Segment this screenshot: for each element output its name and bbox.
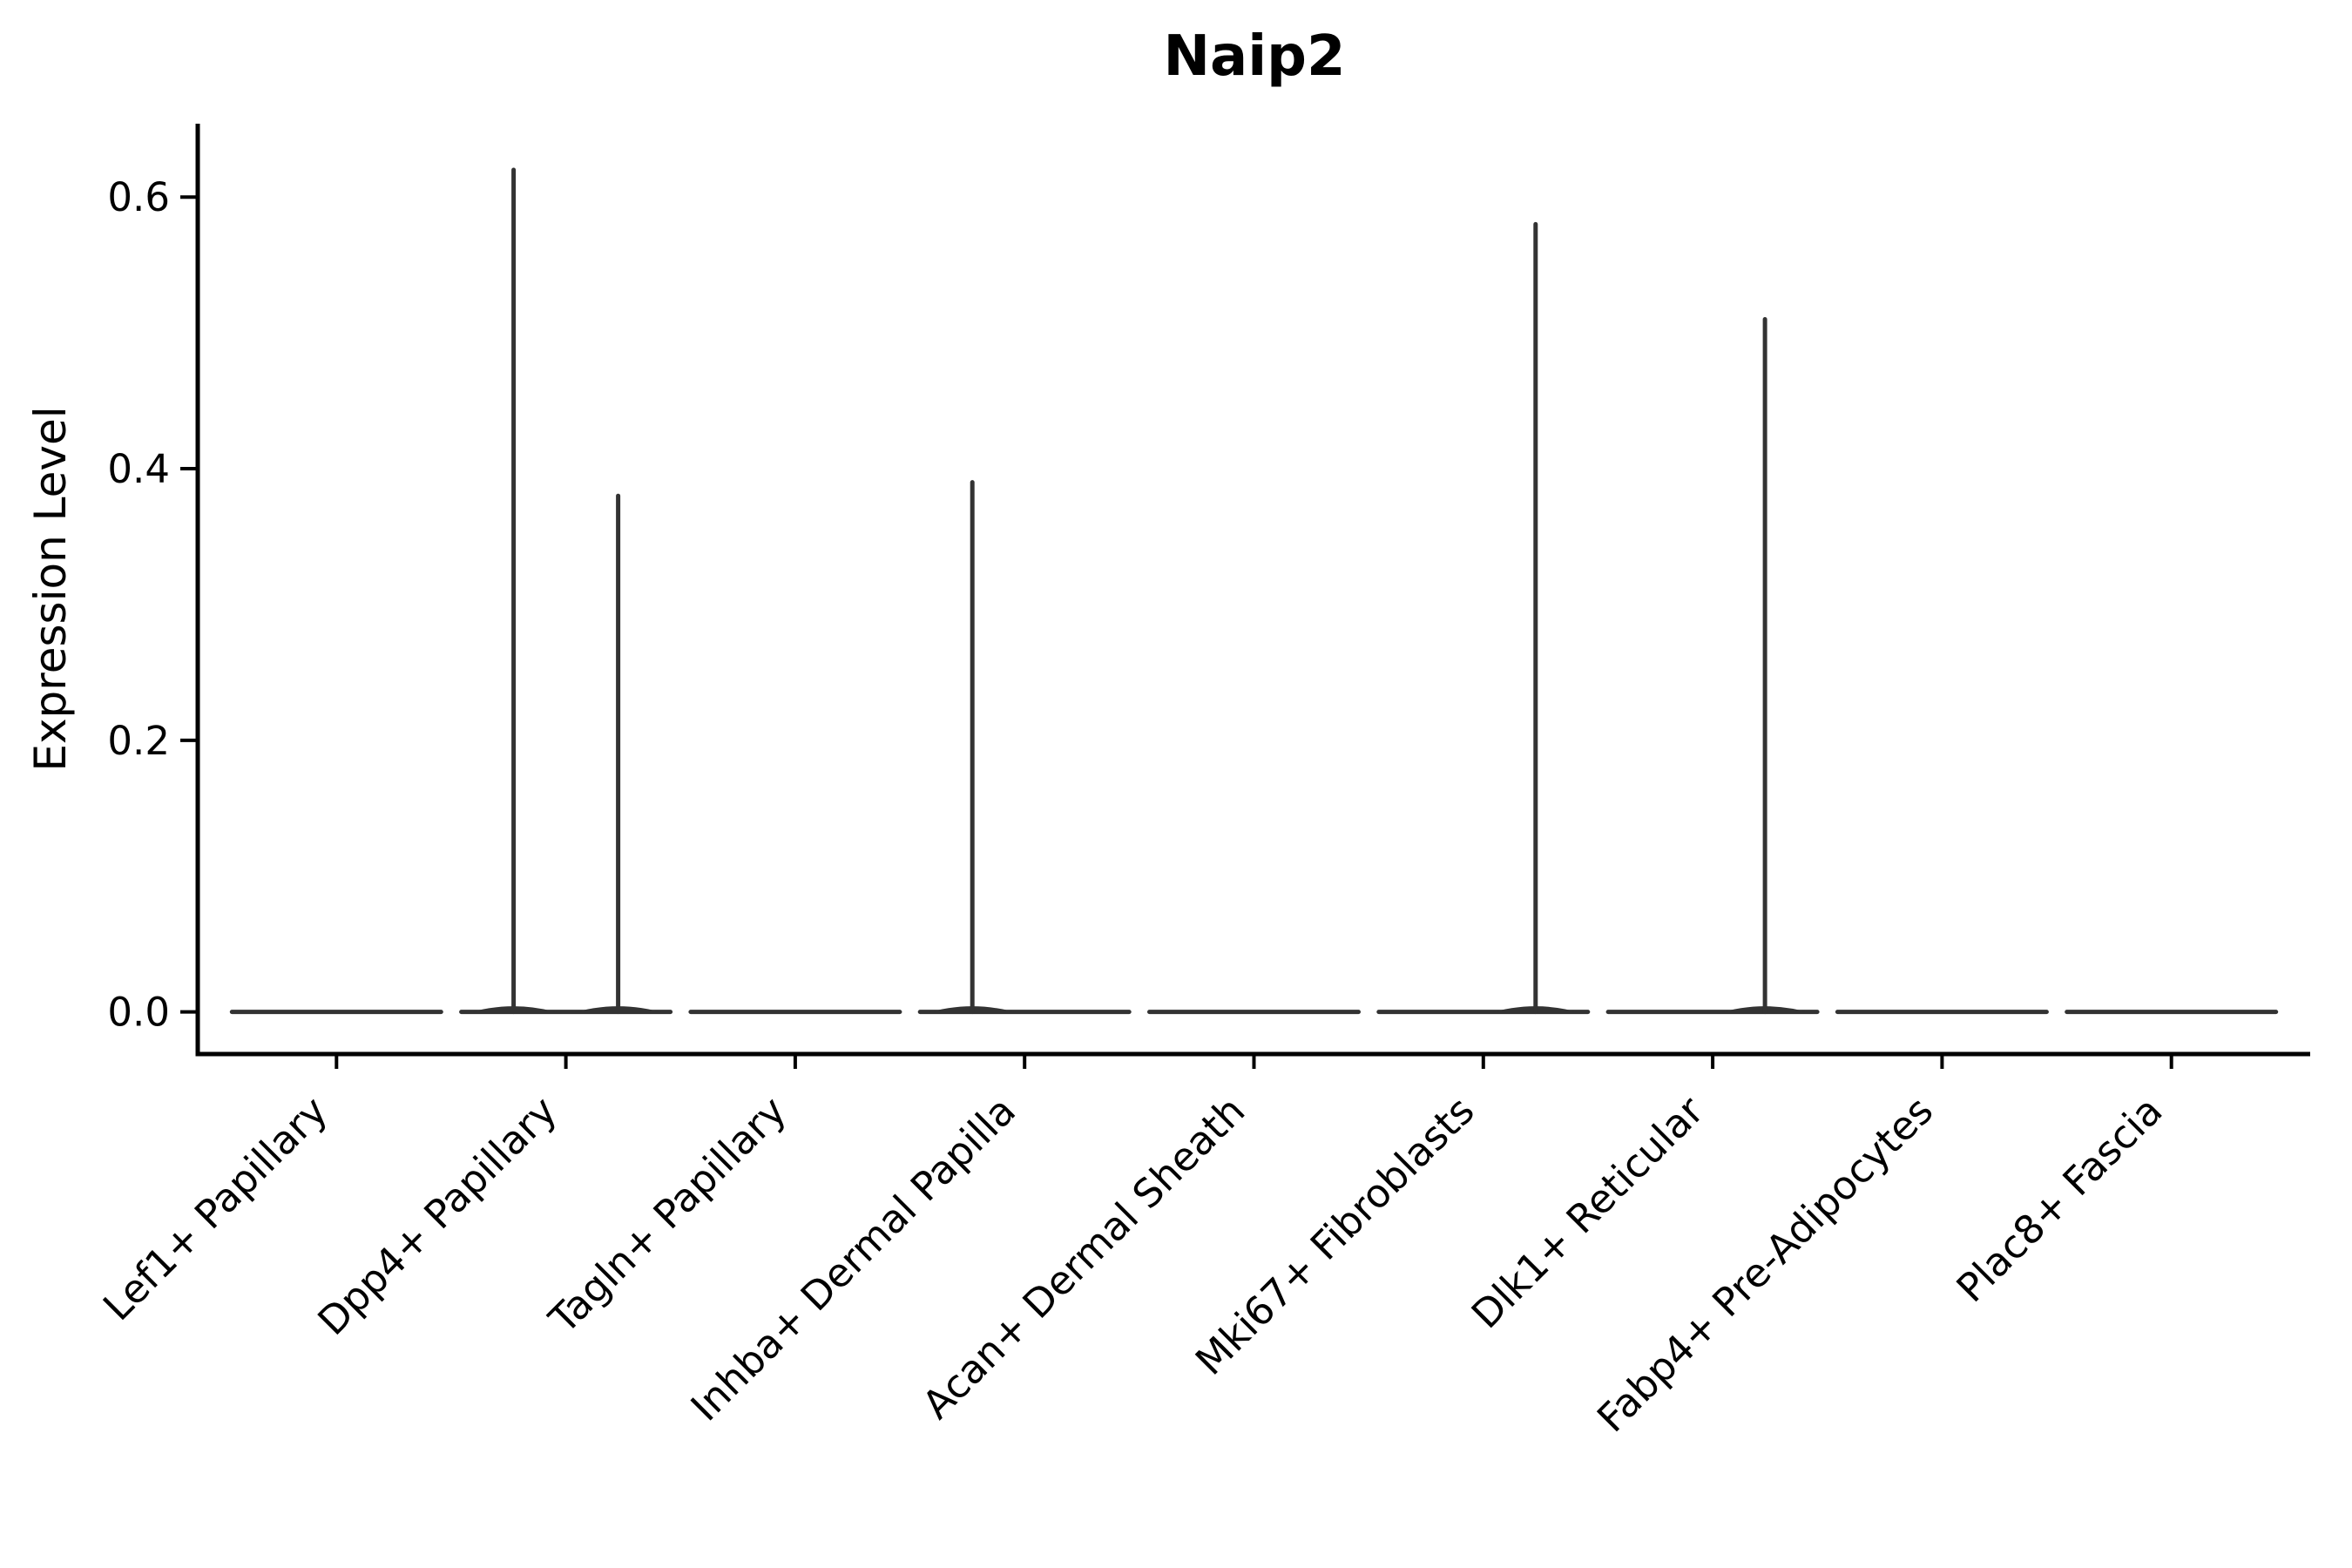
y-axis-tick-label: 0.4 — [107, 446, 170, 492]
axis-spines — [195, 124, 2310, 1057]
x-axis-tick-label: Dpp4+ Papillary — [309, 1087, 566, 1344]
x-axis-tick-label: Dlk1+ Reticular — [1463, 1087, 1713, 1337]
x-axis-tick-label: Plac8+ Fascia — [1948, 1087, 2172, 1311]
x-axis-tick-label: Lef1+ Papillary — [94, 1087, 336, 1329]
y-axis-tick-label: 0.6 — [107, 174, 170, 220]
x-axis-tick-label: Tagln+ Papillary — [539, 1087, 794, 1342]
y-axis-tick-label: 0.0 — [107, 990, 170, 1036]
y-axis-tick-label: 0.2 — [107, 718, 170, 764]
chart-title: Naip2 — [1163, 24, 1346, 89]
